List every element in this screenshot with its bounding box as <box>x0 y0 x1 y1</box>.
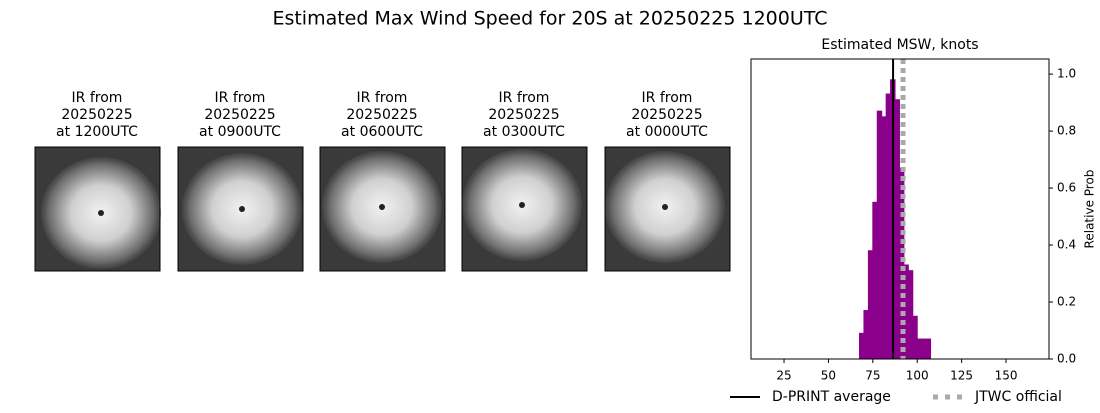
image-frame <box>34 146 161 272</box>
panel-title: at 1200UTC <box>56 124 138 140</box>
bar <box>907 270 914 360</box>
x-tick-label: 25 <box>776 369 791 383</box>
bar <box>867 250 874 360</box>
panel-title: at 0300UTC <box>483 124 565 140</box>
y-tick-label: 0.6 <box>1057 181 1076 195</box>
bar <box>894 99 900 360</box>
y-tick-label: 0.2 <box>1057 295 1076 309</box>
panel-title: at 0000UTC <box>626 124 708 140</box>
x-tick-label: 75 <box>865 369 880 383</box>
panel-title: IR from <box>499 90 550 106</box>
bar <box>863 310 869 360</box>
eye <box>519 202 525 208</box>
bar <box>921 338 927 360</box>
bar <box>881 116 887 360</box>
panel-title: at 0900UTC <box>199 124 281 140</box>
chart-title: Estimated MSW, knots <box>821 37 978 53</box>
y-tick-label: 1.0 <box>1057 67 1076 81</box>
x-tick-label: 100 <box>906 369 929 383</box>
eye <box>98 210 104 216</box>
bar <box>912 315 918 360</box>
y-tick-label: 0.0 <box>1057 352 1076 366</box>
image-frame <box>604 146 731 272</box>
panel-title: 20250225 <box>488 107 559 123</box>
x-tick-label: 50 <box>821 369 836 383</box>
panel-title: at 0600UTC <box>341 124 423 140</box>
panel-title: IR from <box>72 90 123 106</box>
bar <box>885 93 892 360</box>
image-frame <box>177 146 304 272</box>
y-tick-label: 0.8 <box>1057 124 1076 138</box>
panel-title: 20250225 <box>204 107 275 123</box>
panel-title: IR from <box>642 90 693 106</box>
y-tick-label: 0.4 <box>1057 238 1076 252</box>
panel-title: IR from <box>215 90 266 106</box>
eye <box>239 206 245 212</box>
y-axis-label: Relative Prob <box>1083 170 1097 249</box>
bar <box>916 338 923 360</box>
bar <box>872 201 878 360</box>
ir-image <box>34 146 161 272</box>
eye <box>662 204 668 210</box>
x-tick-label: 125 <box>950 369 973 383</box>
plot-frame <box>750 58 1050 360</box>
legend-label: JTWC official <box>974 389 1062 405</box>
ir-image <box>177 146 304 272</box>
bar <box>859 332 865 360</box>
panel-title: 20250225 <box>61 107 132 123</box>
panel-title: IR from <box>357 90 408 106</box>
bar <box>925 338 932 360</box>
x-tick-label: 150 <box>995 369 1018 383</box>
image-frame <box>461 146 588 272</box>
histogram-chart: Estimated MSW, knots D-PRINT average JTWC … <box>730 37 1097 405</box>
figure-title: Estimated Max Wind Speed for 20S at 2025… <box>272 8 827 30</box>
legend-label: D-PRINT average <box>772 389 891 405</box>
bar <box>876 110 883 360</box>
eye <box>379 204 385 210</box>
panel-title: 20250225 <box>346 107 417 123</box>
ir-image <box>461 146 588 272</box>
ir-image <box>604 146 731 272</box>
ir-image <box>319 146 446 272</box>
image-frame <box>319 146 446 272</box>
panel-title: 20250225 <box>631 107 702 123</box>
